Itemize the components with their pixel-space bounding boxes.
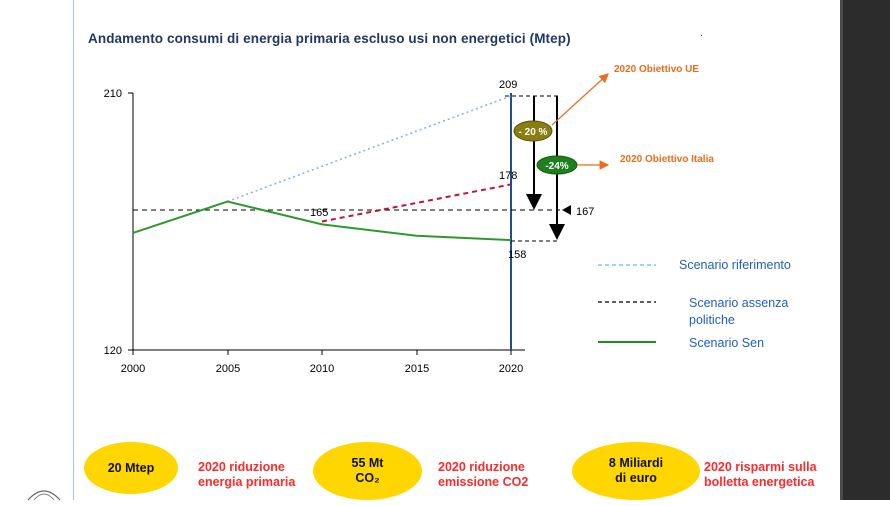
value-label-209: 209: [499, 79, 517, 91]
institution-logo-icon: [27, 490, 61, 501]
value-label-165: 165: [310, 207, 328, 219]
oval-line: 55 Mt: [351, 456, 384, 470]
legend-label-sen: Scenario Sen: [689, 336, 764, 350]
note-cost-saving: 2020 risparmi sulla bolletta energetica: [704, 460, 817, 490]
target-level-pointer-icon: [562, 205, 571, 215]
italy-target-label: 2020 Obiettivo Italia: [620, 154, 714, 165]
note-line: energia primaria: [198, 475, 296, 489]
oval-line: 8 Miliardi: [608, 456, 664, 470]
chart-title: Andamento consumi di energia primaria es…: [88, 31, 571, 46]
oval-energy-saving: 20 Mtep: [84, 442, 178, 494]
oval-co2-saving: 55 Mt CO₂: [313, 442, 422, 500]
oval-cost-saving: 8 Miliardi di euro: [572, 442, 700, 500]
note-line: 2020 riduzione: [198, 460, 285, 474]
x-tick-label: 2010: [310, 363, 334, 375]
series-group: [132, 95, 512, 242]
note-line: bolletta energetica: [704, 475, 815, 489]
x-tick-label: 2005: [216, 363, 240, 375]
y-tick-labels: 210 120: [104, 88, 122, 357]
series-line-riferimento: [227, 95, 512, 203]
note-line: emissione CO2: [438, 475, 529, 489]
legend-label-assenza-politiche: Scenario assenza: [689, 296, 788, 310]
note-line: 2020 riduzione: [438, 460, 525, 474]
oval-line: 20 Mtep: [107, 460, 155, 475]
oval-line: CO₂: [355, 471, 380, 485]
title-dot: .: [700, 28, 703, 39]
eu-target-callout-arrow: [551, 73, 609, 126]
y-tick-label: 120: [104, 345, 122, 357]
legend-label-assenza-politiche-line2: politiche: [689, 313, 735, 327]
value-label-178: 178: [499, 170, 517, 182]
chart-area: 210 120 2000 2005 2010 2015 2020 - 20 % …: [104, 64, 791, 375]
italy-pill-label: -24%: [545, 161, 568, 172]
note-line: 2020 risparmi sulla: [704, 460, 817, 474]
x-tick-marks: [132, 350, 512, 355]
slide-border: [73, 0, 74, 500]
series-line-sen: [132, 200, 512, 242]
eu-target-label: 2020 Obiettivo UE: [614, 64, 699, 75]
eu-target-pill: - 20 %: [513, 120, 553, 142]
value-label-158: 158: [508, 249, 526, 261]
italy-target-pill: -24%: [536, 155, 578, 175]
legend-label-riferimento: Scenario riferimento: [679, 258, 791, 272]
oval-line: di euro: [615, 471, 657, 485]
x-tick-label: 2015: [405, 363, 429, 375]
eu-pill-label: - 20 %: [519, 127, 548, 138]
value-label-167: 167: [576, 206, 594, 218]
x-tick-label: 2000: [121, 363, 145, 375]
eu-pill-shape: [513, 120, 553, 142]
x-tick-label: 2020: [499, 363, 523, 375]
note-co2-saving: 2020 riduzione emissione CO2: [438, 460, 528, 490]
legend: Scenario riferimento Scenario assenza po…: [598, 258, 791, 350]
y-tick-label: 210: [104, 88, 122, 100]
series-line-assenza-politiche: [321, 183, 512, 223]
note-energy-saving: 2020 riduzione energia primaria: [198, 460, 295, 490]
right-dark-band: [840, 0, 890, 500]
x-tick-labels: 2000 2005 2010 2015 2020: [121, 363, 523, 375]
